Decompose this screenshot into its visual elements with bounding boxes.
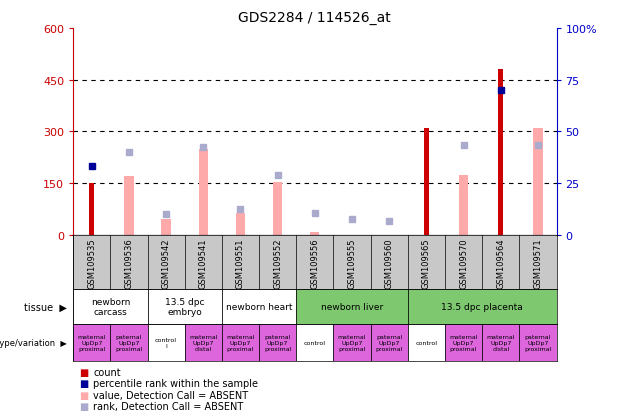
- Bar: [222, 324, 259, 361]
- Text: GSM109552: GSM109552: [273, 238, 282, 288]
- Bar: [73, 324, 110, 361]
- Bar: [110, 324, 148, 361]
- Bar: [273, 182, 282, 235]
- Text: ■: ■: [80, 367, 89, 377]
- Text: control
l: control l: [155, 337, 177, 348]
- Bar: [162, 220, 170, 235]
- Text: GSM109535: GSM109535: [87, 238, 96, 289]
- Text: tissue  ▶: tissue ▶: [24, 301, 67, 312]
- Text: GSM109556: GSM109556: [310, 238, 319, 289]
- Title: GDS2284 / 114526_at: GDS2284 / 114526_at: [238, 11, 391, 25]
- Bar: [296, 324, 333, 361]
- Bar: [408, 324, 445, 361]
- Bar: [371, 324, 408, 361]
- Text: ■: ■: [80, 378, 89, 388]
- Text: newborn
carcass: newborn carcass: [91, 297, 130, 316]
- Text: maternal
UpDp7
proximal: maternal UpDp7 proximal: [338, 335, 366, 351]
- Text: genotype/variation  ▶: genotype/variation ▶: [0, 338, 67, 347]
- Bar: [236, 213, 245, 235]
- Text: GSM109536: GSM109536: [125, 238, 134, 289]
- Text: ■: ■: [80, 390, 89, 400]
- Bar: [533, 129, 543, 235]
- Bar: [259, 324, 296, 361]
- Text: paternal
UpDp7
proximal: paternal UpDp7 proximal: [264, 335, 291, 351]
- Text: newborn liver: newborn liver: [321, 302, 383, 311]
- Bar: [222, 289, 296, 324]
- Text: GSM109542: GSM109542: [162, 238, 170, 288]
- Text: count: count: [93, 367, 121, 377]
- Text: control: control: [304, 340, 326, 345]
- Bar: [499, 70, 503, 235]
- Bar: [520, 324, 556, 361]
- Text: maternal
UpDp7
proximal: maternal UpDp7 proximal: [449, 335, 478, 351]
- Text: GSM109571: GSM109571: [534, 238, 543, 289]
- Text: newborn heart: newborn heart: [226, 302, 293, 311]
- Text: control: control: [415, 340, 438, 345]
- Text: maternal
UpDp7
distal: maternal UpDp7 distal: [487, 335, 515, 351]
- Text: maternal
UpDp7
proximal: maternal UpDp7 proximal: [226, 335, 254, 351]
- Text: GSM109541: GSM109541: [199, 238, 208, 288]
- Text: GSM109560: GSM109560: [385, 238, 394, 289]
- Bar: [198, 150, 208, 235]
- Text: 13.5 dpc
embryo: 13.5 dpc embryo: [165, 297, 204, 316]
- Bar: [310, 232, 319, 235]
- Text: maternal
UpDp7
distal: maternal UpDp7 distal: [189, 335, 218, 351]
- Text: GSM109564: GSM109564: [496, 238, 505, 289]
- Bar: [424, 129, 429, 235]
- Text: GSM109555: GSM109555: [347, 238, 357, 288]
- Text: ■: ■: [80, 401, 89, 411]
- Bar: [124, 177, 134, 235]
- Text: GSM109565: GSM109565: [422, 238, 431, 289]
- Bar: [408, 289, 556, 324]
- Bar: [184, 324, 222, 361]
- Text: value, Detection Call = ABSENT: value, Detection Call = ABSENT: [93, 390, 249, 400]
- Text: maternal
UpDp7
proximal: maternal UpDp7 proximal: [78, 335, 106, 351]
- Bar: [148, 289, 222, 324]
- Bar: [73, 289, 148, 324]
- Text: paternal
UpDp7
proximal: paternal UpDp7 proximal: [115, 335, 142, 351]
- Text: paternal
UpDp7
proximal: paternal UpDp7 proximal: [524, 335, 551, 351]
- Text: 13.5 dpc placenta: 13.5 dpc placenta: [441, 302, 523, 311]
- Bar: [296, 289, 408, 324]
- Text: rank, Detection Call = ABSENT: rank, Detection Call = ABSENT: [93, 401, 244, 411]
- Text: paternal
UpDp7
proximal: paternal UpDp7 proximal: [375, 335, 403, 351]
- Bar: [148, 324, 184, 361]
- Bar: [459, 175, 468, 235]
- Text: GSM109570: GSM109570: [459, 238, 468, 289]
- Text: GSM109551: GSM109551: [236, 238, 245, 288]
- Bar: [482, 324, 520, 361]
- Bar: [445, 324, 482, 361]
- Bar: [90, 184, 94, 235]
- Text: percentile rank within the sample: percentile rank within the sample: [93, 378, 258, 388]
- Bar: [333, 324, 371, 361]
